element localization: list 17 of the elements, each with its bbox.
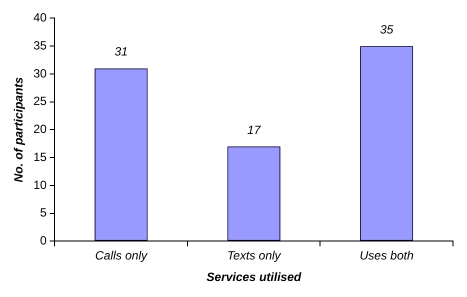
y-tick-label: 30 xyxy=(33,66,48,80)
x-tick-label: Calls only xyxy=(95,248,148,263)
y-tick-label: 10 xyxy=(33,178,48,192)
data-label: 31 xyxy=(114,44,128,59)
y-tick-label: 0 xyxy=(40,234,48,248)
y-axis-title: No. of participants xyxy=(12,76,26,182)
y-tick-label: 40 xyxy=(33,10,48,25)
y-tick-label: 5 xyxy=(40,206,48,220)
x-tick-label: Texts only xyxy=(227,248,282,263)
y-tick-label: 25 xyxy=(33,94,48,108)
x-axis-title: Services utilised xyxy=(206,270,302,284)
data-label: 35 xyxy=(380,22,394,36)
x-tick-label: Uses both xyxy=(360,248,414,263)
y-tick-label: 35 xyxy=(33,38,48,52)
data-label: 17 xyxy=(247,122,262,137)
y-tick-label: 15 xyxy=(33,150,48,164)
y-tick-label: 20 xyxy=(33,122,48,136)
